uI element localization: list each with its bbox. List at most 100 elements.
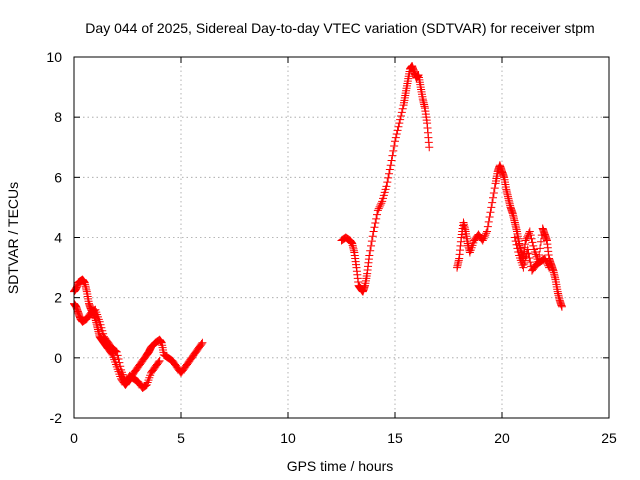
data-point [524, 229, 533, 238]
data-point [368, 232, 377, 241]
data-point [116, 362, 125, 371]
data-point [373, 210, 382, 219]
y-tick-label: -2 [50, 410, 63, 426]
data-point [522, 249, 531, 258]
data-point [525, 227, 534, 236]
data-point [483, 227, 492, 236]
data-point [510, 233, 519, 242]
data-point [369, 227, 378, 236]
y-tick-label: 10 [46, 49, 62, 65]
data-point [389, 146, 398, 155]
data-point [392, 130, 401, 139]
data-points [70, 62, 566, 392]
y-axis-label: SDTVAR / TECUs [5, 182, 21, 294]
data-point [394, 122, 403, 131]
data-point [540, 254, 549, 263]
data-point [536, 244, 545, 253]
x-tick-label: 15 [387, 430, 403, 446]
data-point [90, 306, 99, 315]
data-point [197, 339, 206, 348]
data-point [544, 261, 553, 270]
data-point [373, 206, 382, 215]
y-tick-label: 4 [54, 230, 62, 246]
data-point [487, 203, 496, 212]
data-point [480, 232, 489, 241]
data-point [479, 234, 488, 243]
data-point [543, 259, 552, 268]
data-point [523, 245, 532, 254]
x-tick-labels: 0 5 10 15 20 25 [70, 430, 617, 446]
data-point [155, 356, 164, 365]
data-point [485, 213, 494, 222]
data-point [114, 355, 123, 364]
data-point [425, 143, 434, 152]
data-point [511, 237, 520, 246]
data-point [367, 237, 376, 246]
y-tick-labels: -2 0 2 4 6 8 10 [46, 49, 62, 426]
data-point [489, 193, 498, 202]
data-point [521, 256, 530, 265]
plot-frame [73, 56, 610, 419]
data-point [527, 234, 536, 243]
data-point [386, 161, 395, 170]
series-segment-1 [70, 275, 207, 389]
data-point [115, 358, 124, 367]
data-point [113, 351, 122, 360]
data-point [523, 232, 532, 241]
data-point [385, 169, 394, 178]
data-point [376, 201, 385, 210]
y-tick-label: 0 [54, 350, 62, 366]
data-point [385, 165, 394, 174]
data-point [484, 217, 493, 226]
x-tick-label: 5 [177, 430, 185, 446]
data-point [478, 236, 487, 245]
data-point [398, 104, 407, 113]
data-point [488, 198, 497, 207]
data-point [489, 188, 498, 197]
x-axis-label: GPS time / hours [287, 458, 394, 474]
data-point [526, 231, 535, 240]
data-point [372, 214, 381, 223]
data-point [387, 156, 396, 165]
series-segment-3 [453, 161, 566, 311]
data-point [377, 199, 386, 208]
data-point [367, 241, 376, 250]
data-point [111, 346, 120, 355]
data-point [514, 247, 523, 256]
data-point [370, 223, 379, 232]
data-point [528, 238, 537, 247]
data-point [382, 182, 391, 191]
data-point [541, 256, 550, 265]
x-tick-label: 0 [70, 430, 78, 446]
data-point [391, 133, 400, 142]
data-point [397, 108, 406, 117]
grid-lines [74, 57, 609, 418]
data-point [535, 250, 544, 259]
data-point [536, 237, 545, 246]
data-point [374, 204, 383, 213]
data-point [557, 302, 566, 311]
data-point [526, 258, 535, 267]
data-point [520, 259, 529, 268]
data-point [383, 178, 392, 187]
data-point [390, 142, 399, 151]
data-point [393, 126, 402, 135]
data-point [521, 236, 530, 245]
x-tick-label: 20 [494, 430, 510, 446]
series-segment-3-lower [510, 233, 554, 275]
data-point [396, 111, 405, 120]
data-point [512, 240, 521, 249]
data-point [481, 231, 490, 240]
chart-title: Day 044 of 2025, Sidereal Day-to-day VTE… [85, 20, 594, 36]
data-point [112, 347, 121, 356]
data-point [388, 151, 397, 160]
data-point [395, 119, 404, 128]
data-point [384, 173, 393, 182]
data-point [524, 249, 533, 258]
x-tick-label: 25 [601, 430, 617, 446]
data-point [513, 244, 522, 253]
data-point [486, 208, 495, 217]
data-point [545, 263, 554, 272]
data-point [366, 246, 375, 255]
x-tick-label: 10 [280, 430, 296, 446]
